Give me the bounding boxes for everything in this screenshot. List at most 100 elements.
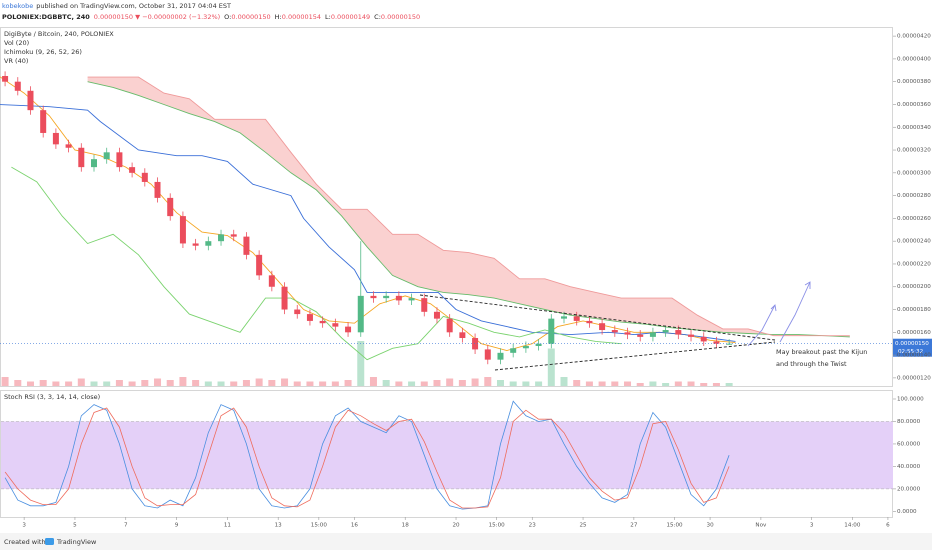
candle-body xyxy=(611,330,618,333)
volume-bar xyxy=(281,378,289,386)
volume-bar xyxy=(77,378,85,386)
volume-bar xyxy=(1,377,9,386)
y-tick-label: 40.0000 xyxy=(897,464,921,470)
volume-bar xyxy=(458,380,466,386)
volume-bar xyxy=(408,381,416,386)
stoch-line xyxy=(4,407,730,509)
last-price-box xyxy=(893,338,932,357)
y-tick-label: 0.00000400 xyxy=(897,56,931,62)
y-tick-label: 0.00000380 xyxy=(897,79,931,85)
candle-body xyxy=(357,295,364,333)
volume-bar xyxy=(433,380,441,386)
pane-title: DigiByte / Bitcoin, 240, POLONIEX xyxy=(4,30,114,38)
x-tick-label: 15:00 xyxy=(666,523,683,529)
candle-body xyxy=(675,330,682,335)
x-tick-label: 7 xyxy=(124,523,128,529)
x-tick-label: 20 xyxy=(452,523,460,529)
volume-bar xyxy=(484,377,492,386)
y-tick-label: 0.00000420 xyxy=(897,34,931,40)
countdown: 02:55:32 xyxy=(898,349,923,355)
volume-bar xyxy=(636,383,644,386)
volume-bar xyxy=(674,381,682,386)
candle-body xyxy=(91,159,97,168)
x-tick-label: 5 xyxy=(73,523,77,529)
y-tick-label: 0.00000140 xyxy=(897,353,931,359)
ohlc-value: 0.00000150 xyxy=(381,13,420,21)
y-tick-label: 0.00000120 xyxy=(897,375,931,381)
volume-bar xyxy=(560,377,568,386)
volume-bar xyxy=(128,381,136,386)
arrowhead-2 xyxy=(804,281,811,289)
y-tick-label: 0.00000160 xyxy=(897,330,931,336)
trendline-lower xyxy=(494,341,776,371)
volume-bar xyxy=(598,381,606,386)
y-tick-label: 0.00000200 xyxy=(897,284,931,290)
y-tick-label: 0.00000240 xyxy=(897,239,931,245)
candle-body xyxy=(243,236,250,255)
last-price-label: 0.00000150 xyxy=(895,341,929,347)
candle-body xyxy=(40,110,47,133)
candle-body xyxy=(65,144,72,148)
indicator-label: Vol (20) xyxy=(4,39,29,47)
band xyxy=(1,421,893,489)
volume-bar xyxy=(293,381,301,386)
candle-body xyxy=(268,275,275,287)
candle-body xyxy=(332,323,339,327)
candle-body xyxy=(662,330,669,333)
candle-body xyxy=(116,152,123,168)
candle-body xyxy=(319,320,326,324)
y-tick-label: 0.00000220 xyxy=(897,261,931,267)
candle-body xyxy=(306,314,313,321)
candle-body xyxy=(573,316,580,321)
volume-bar xyxy=(509,381,517,386)
candle-body xyxy=(179,216,186,244)
y-tick-label: 0.00000340 xyxy=(897,125,931,131)
volume-bar xyxy=(712,383,720,386)
price-pane xyxy=(0,27,893,387)
volume-bar xyxy=(230,381,238,386)
x-tick-label: 23 xyxy=(529,523,537,529)
candle-body xyxy=(472,338,479,350)
x-tick-label: 15:00 xyxy=(311,523,328,529)
y-tick-label: 0.00000320 xyxy=(897,148,931,154)
candle-body xyxy=(459,332,466,339)
indicator-line xyxy=(11,166,622,361)
volume-bar xyxy=(700,383,708,386)
drawings xyxy=(419,281,811,371)
volume-bar xyxy=(357,341,365,386)
y-tick-label: 0.00000360 xyxy=(897,102,931,108)
candle-body xyxy=(535,343,542,346)
candle-body xyxy=(624,332,631,335)
ohlc-value: 0.00000154 xyxy=(282,13,321,21)
x-tick-label: 9 xyxy=(175,523,179,529)
published: published on TradingView.com, October 31… xyxy=(36,2,231,10)
volume-bar xyxy=(344,380,352,386)
candle-body xyxy=(522,345,529,349)
volume-bar xyxy=(471,378,479,386)
indicator-line xyxy=(87,81,850,338)
candle-body xyxy=(2,75,9,82)
candle-body xyxy=(599,323,606,331)
y-tick-label: 100.0000 xyxy=(897,396,924,402)
volume-bar xyxy=(306,381,314,386)
y-tick-label: 0.00000300 xyxy=(897,170,931,176)
candle-body xyxy=(484,349,491,360)
candle-body xyxy=(497,352,504,360)
ohlc-value: 0.00000149 xyxy=(331,13,370,21)
y-tick-label: 0.0000 xyxy=(897,509,917,515)
ohlc-label: O: xyxy=(224,13,231,21)
candle-body xyxy=(294,309,301,315)
candle-body xyxy=(230,234,237,237)
volume-bar xyxy=(204,381,212,386)
volume-bar xyxy=(154,378,162,386)
candle-body xyxy=(78,147,85,168)
volume-bar xyxy=(522,381,530,386)
volume-bar xyxy=(420,381,428,386)
logo xyxy=(45,538,54,545)
x-tick-label: 27 xyxy=(630,523,638,529)
plot-layer: 0.00000150 02:55:32 0.00000420 0.00000400 0.… xyxy=(0,34,932,529)
volume-bar xyxy=(103,381,111,386)
x-tick-label: 25 xyxy=(579,523,587,529)
volume-bar xyxy=(547,348,555,386)
